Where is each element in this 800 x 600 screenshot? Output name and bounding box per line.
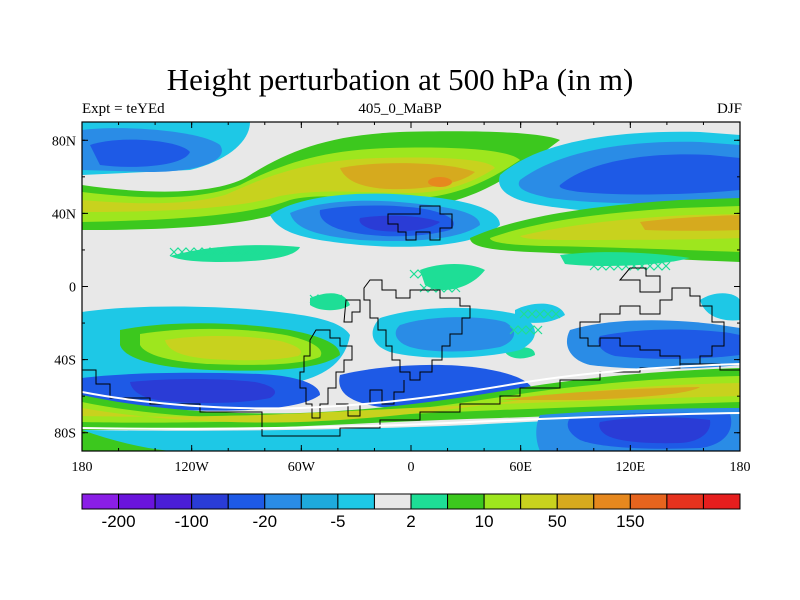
colorbar-swatch — [556, 493, 595, 510]
y-tick-label: 40N — [52, 207, 76, 222]
colorbar-swatch — [593, 493, 631, 510]
contour-sh-band-yg — [82, 376, 740, 423]
colorbar-swatch — [520, 493, 558, 510]
zero-contours — [82, 363, 740, 430]
coast-antarctic-peninsula — [336, 380, 405, 417]
stipple-band-3 — [509, 309, 561, 335]
colorbar-swatch — [300, 493, 339, 510]
coast-australia — [579, 287, 725, 365]
x-tick-label: 180 — [730, 460, 751, 475]
y-tick-label: 80N — [52, 134, 76, 149]
period-label: 405_0_MaBP — [358, 101, 442, 117]
colorbar-swatch — [666, 493, 704, 510]
contour-ne-gold — [640, 215, 740, 231]
season-label: DJF — [716, 101, 742, 117]
contour-sh-yellow — [165, 335, 301, 361]
x-tick-label: 60E — [509, 460, 532, 475]
contour-sh-darkblue-ne — [598, 329, 740, 359]
colorbar-swatch — [154, 493, 193, 510]
colorbar-swatch — [191, 493, 229, 510]
colorbar-label: -5 — [330, 512, 345, 531]
colorbar-label: -100 — [175, 512, 209, 531]
stipple-band-2 — [409, 269, 475, 293]
stipple-band-1 — [169, 247, 283, 257]
y-tick-label: 80S — [54, 427, 76, 442]
map-title: Height perturbation at 500 hPa (in m) — [166, 62, 634, 97]
contour-nh-darkblue — [90, 139, 190, 167]
colorbar-swatch — [337, 493, 375, 510]
colorbar-label: 50 — [548, 512, 567, 531]
colorbar-swatch — [373, 493, 412, 510]
contour-field — [82, 122, 740, 451]
contour-nh-orange — [428, 177, 452, 187]
stipple-band-4 — [589, 261, 671, 271]
colorbar-label: 150 — [616, 512, 644, 531]
contour-sh-band-gold — [500, 387, 700, 400]
contour-nh-trough-deep — [359, 215, 440, 232]
colorbar-label: 2 — [406, 512, 415, 531]
coast-asia-e — [618, 267, 661, 293]
colorbar-swatch — [264, 493, 302, 510]
x-tick-label: 120E — [616, 460, 646, 475]
experiment-label: Expt = teYEd — [82, 101, 165, 117]
y-tick-label: 0 — [69, 281, 76, 296]
x-tick-label: 60W — [288, 460, 316, 475]
coast-africa — [363, 279, 471, 381]
x-tick-label: 0 — [408, 460, 415, 475]
x-tick-label: 120W — [175, 460, 210, 475]
colorbar: -200 -100 -20 -5 2 10 50 150 — [81, 493, 741, 531]
colorbar-label: -20 — [252, 512, 277, 531]
colorbar-label: 10 — [475, 512, 494, 531]
stipple-band-5 — [309, 294, 343, 304]
contour-ne-darkblue — [559, 154, 740, 195]
colorbar-swatch — [410, 493, 449, 510]
contour-sh-darkblue-w — [130, 379, 275, 403]
coast-s-america — [299, 329, 353, 419]
contour-trop-cyan-2 — [700, 293, 740, 321]
axes: 180 120W 60W 0 60E 120E 180 80N 40N 0 40S 80S — [52, 122, 751, 475]
y-tick-label: 40S — [54, 354, 76, 369]
colorbar-swatch — [81, 493, 120, 510]
colorbar-swatch — [227, 493, 266, 510]
contour-sp-green-w — [82, 430, 170, 451]
x-tick-label: 180 — [72, 460, 93, 475]
coast-europe — [387, 205, 453, 241]
contour-sp-deep — [599, 417, 711, 444]
colorbar-swatch — [483, 493, 522, 510]
coast-central-america — [343, 299, 361, 323]
colorbar-swatch — [629, 493, 668, 510]
colorbar-swatch — [447, 493, 485, 510]
colorbar-swatch — [702, 493, 741, 510]
contour-trop-green-3 — [560, 252, 690, 266]
colorbar-swatch — [118, 493, 156, 510]
colorbar-label: -200 — [102, 512, 136, 531]
